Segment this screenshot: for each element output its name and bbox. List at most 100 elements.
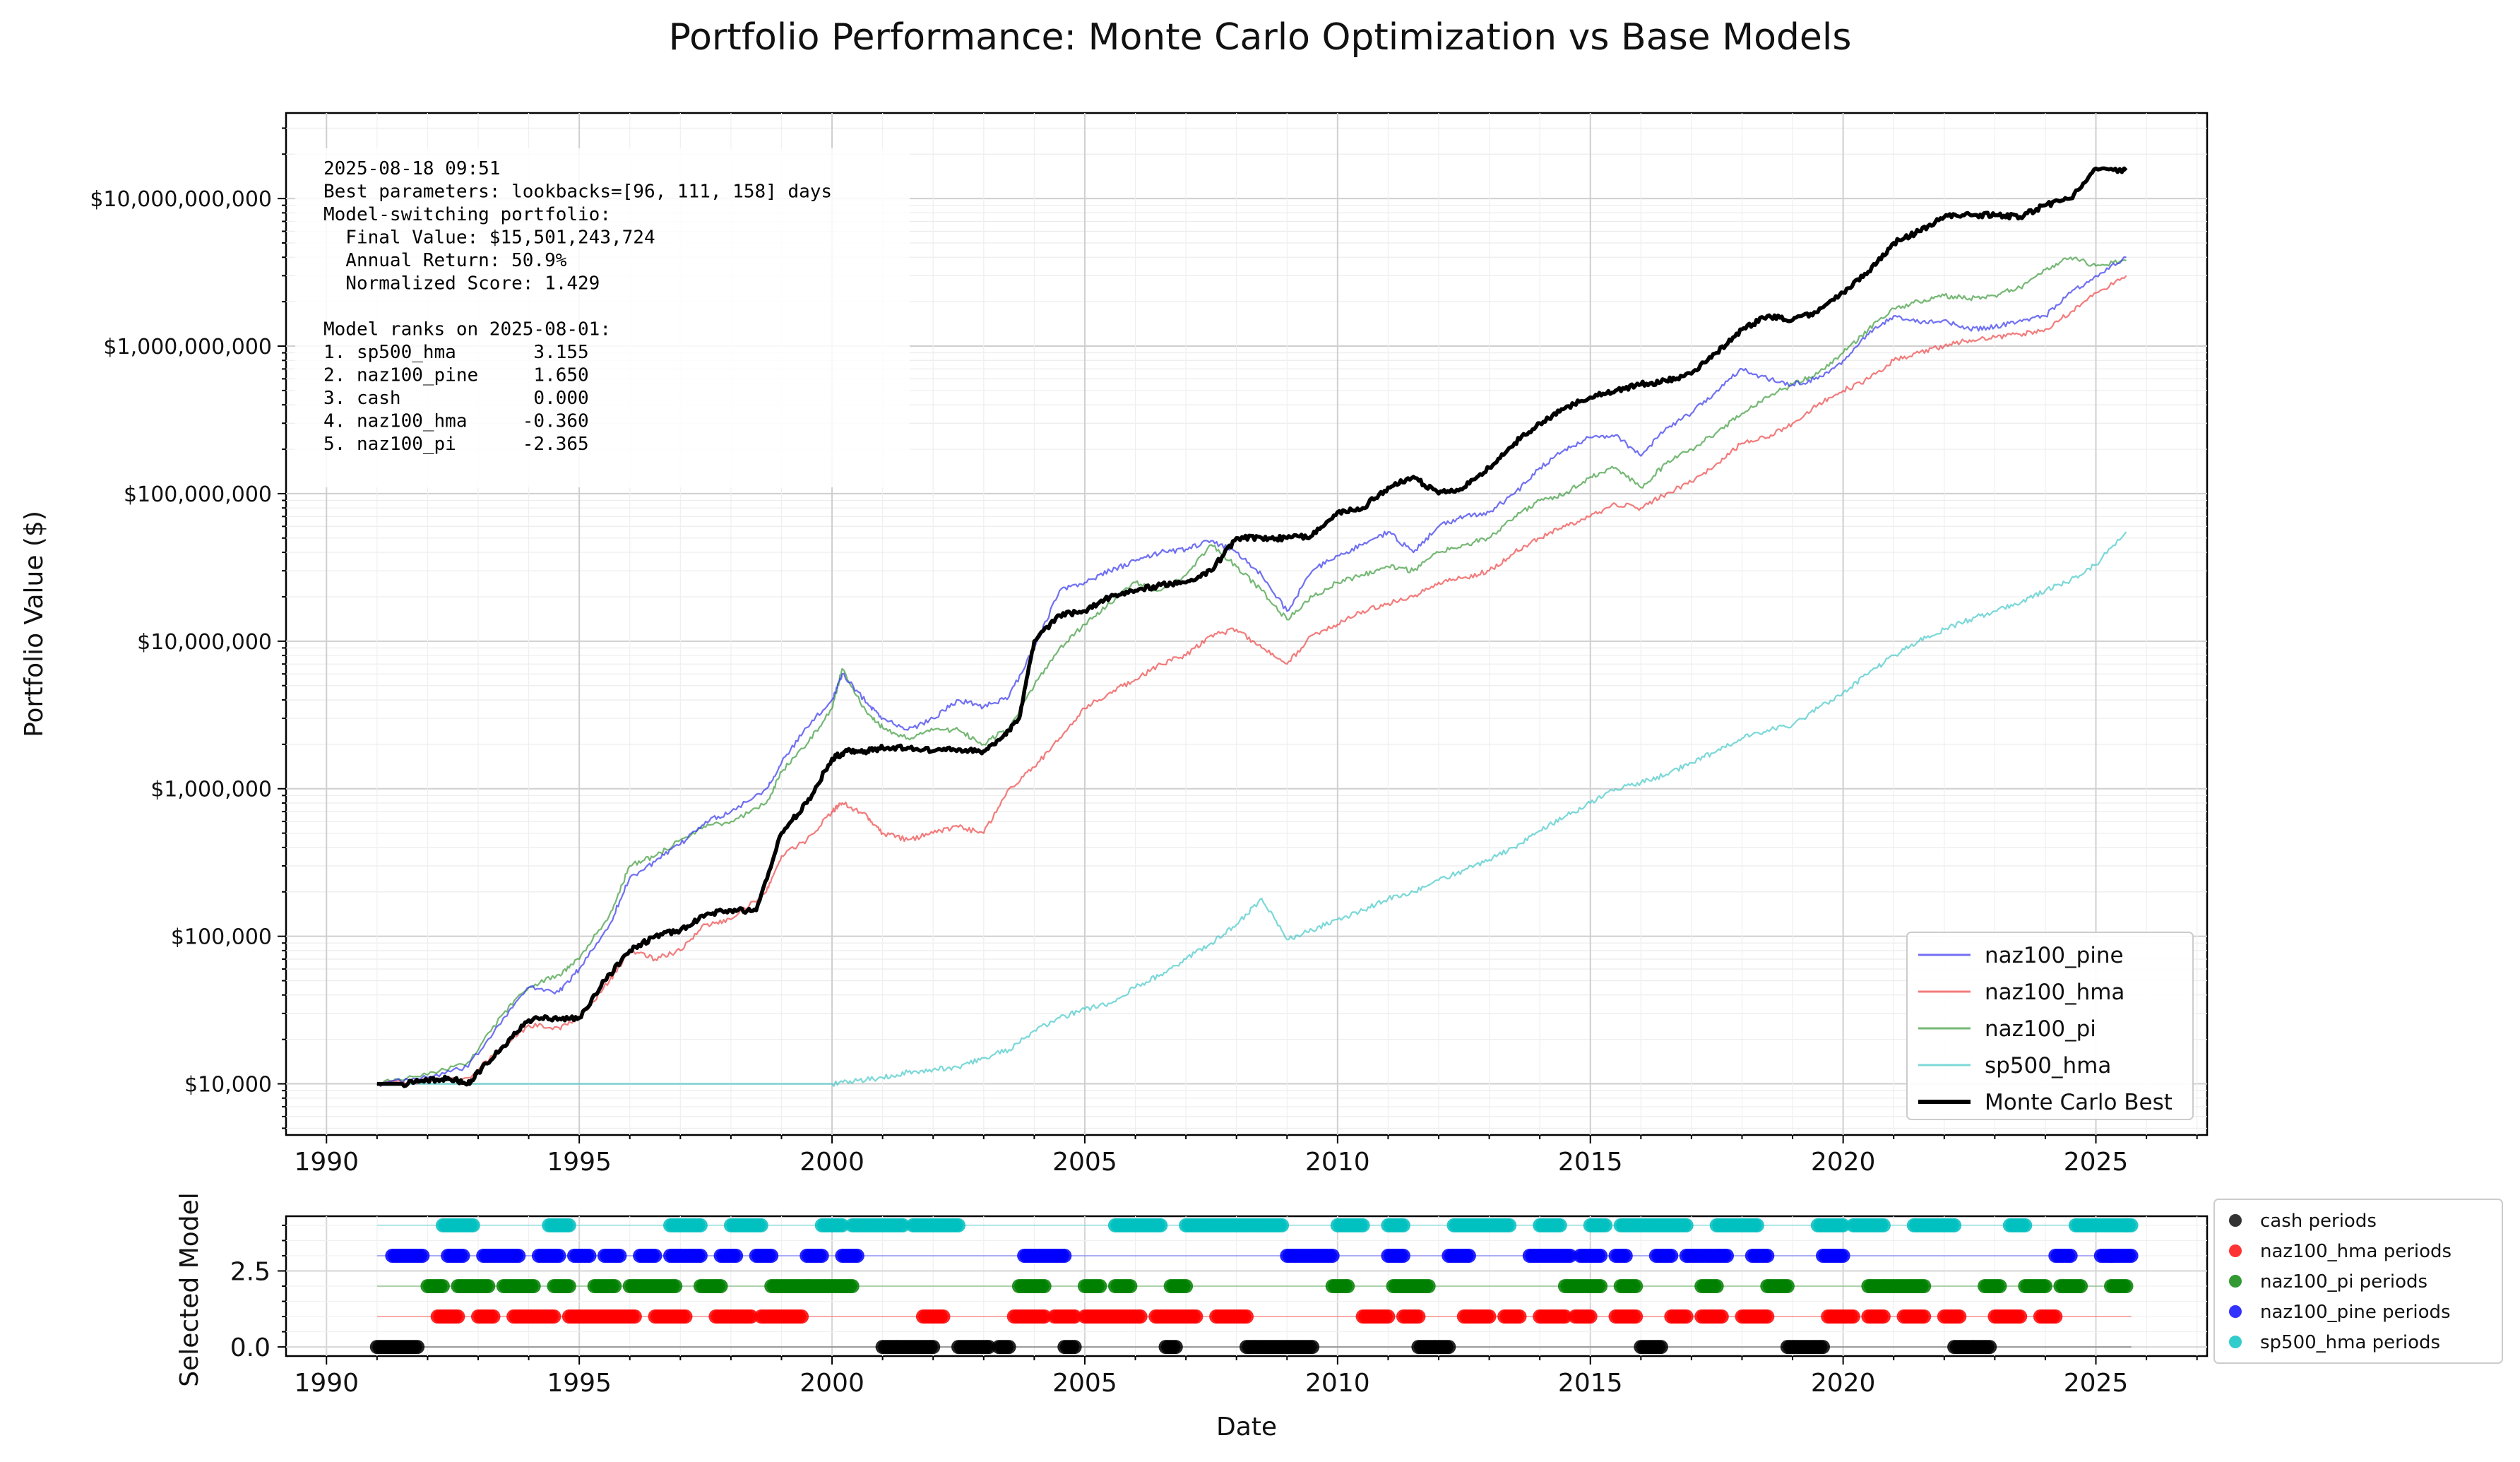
x-tick-label: 1990 (294, 1369, 359, 1398)
period-point (693, 1218, 708, 1232)
legend-label: naz100_hma (1985, 980, 2124, 1005)
period-point (1240, 1309, 1254, 1324)
period-point (1952, 1309, 1967, 1324)
period-point (627, 1309, 642, 1324)
bottom-x-axis-label: Date (1216, 1413, 1277, 1442)
legend-label: sp500_hma (1985, 1053, 2111, 1078)
legend-box (1906, 932, 2194, 1120)
period-point (1123, 1279, 1138, 1293)
bottom-axis-ticks: 0.0 2.5 1990 1995 2000 2005 2010 2015 2020 2025 (230, 1224, 2198, 1398)
period-point (1037, 1309, 1052, 1324)
series-line-naz100_pi (376, 256, 2127, 1087)
x-tick-label: 2015 (1558, 1369, 1623, 1398)
period-point (981, 1340, 996, 1355)
x-tick-label: 2015 (1558, 1148, 1623, 1177)
period-point (2038, 1279, 2052, 1293)
period-point (648, 1248, 662, 1263)
period-point (1037, 1279, 1052, 1293)
period-point (1780, 1279, 1795, 1293)
period-point (744, 1309, 759, 1324)
period-point (2018, 1218, 2033, 1232)
legend-label: sp500_hma periods (2260, 1332, 2440, 1353)
period-point (693, 1248, 708, 1263)
info-line: Best parameters: lookbacks=[96, 111, 158… (323, 182, 832, 203)
legend-label: naz100_pine periods (2260, 1302, 2451, 1323)
period-point (1629, 1309, 1644, 1324)
bottom-marks (369, 1218, 2139, 1355)
period-point (835, 1218, 850, 1232)
period-point (1189, 1309, 1203, 1324)
period-point (1593, 1279, 1608, 1293)
period-point (552, 1248, 566, 1263)
period-point (1917, 1309, 1932, 1324)
info-line: 1. sp500_hma 3.155 (323, 342, 589, 363)
period-point (1411, 1309, 1426, 1324)
period-point (1583, 1309, 1598, 1324)
period-point (1679, 1218, 1694, 1232)
x-tick-label: 2010 (1305, 1369, 1370, 1398)
main-plot: $10,000 $100,000 $1,000,000 $10,000,000 $100… (20, 112, 2209, 1177)
period-point (1179, 1279, 1194, 1293)
y-tick-label: $1,000,000 (150, 778, 272, 802)
period-point (547, 1309, 561, 1324)
period-point (2074, 1279, 2088, 1293)
x-tick-label: 1995 (547, 1369, 612, 1398)
period-point (1067, 1309, 1082, 1324)
info-line: Annual Return: 50.9% (323, 250, 567, 271)
period-point (845, 1279, 860, 1293)
period-point (1482, 1309, 1497, 1324)
period-point (2048, 1309, 2063, 1324)
period-point (754, 1218, 768, 1232)
y-tick-label: $100,000,000 (124, 482, 272, 507)
period-point (850, 1248, 864, 1263)
period-point (1720, 1248, 1734, 1263)
period-point (1629, 1279, 1644, 1293)
period-point (1396, 1218, 1410, 1232)
period-point (1714, 1309, 1729, 1324)
period-point (2124, 1218, 2139, 1232)
y-tick-label: 2.5 (230, 1257, 271, 1286)
period-point (607, 1279, 622, 1293)
period-point (435, 1279, 450, 1293)
legend-marker (2229, 1244, 2242, 1257)
period-point (1679, 1309, 1694, 1324)
period-point (1396, 1248, 1410, 1263)
legend-label: naz100_pi periods (2260, 1271, 2427, 1292)
period-point (1153, 1218, 1168, 1232)
main-axis-ticks: $10,000 $100,000 $1,000,000 $10,000,000 $100… (90, 127, 2198, 1177)
period-point (1557, 1309, 1572, 1324)
period-point (1836, 1248, 1850, 1263)
period-point (1618, 1248, 1633, 1263)
info-line: Model ranks on 2025-08-01: (323, 319, 611, 340)
x-tick-label: 2025 (2064, 1148, 2129, 1177)
period-point (951, 1218, 965, 1232)
period-point (486, 1309, 501, 1324)
info-line: 4. naz100_hma -0.360 (323, 411, 589, 432)
period-point (465, 1218, 480, 1232)
selected-model-plot: 0.0 2.5 1990 1995 2000 2005 2010 2015 2020 2025 S… (175, 1192, 2209, 1442)
period-point (1749, 1218, 1764, 1232)
legend-marker (2229, 1214, 2242, 1227)
period-point (1093, 1279, 1107, 1293)
x-tick-label: 2000 (800, 1369, 864, 1398)
x-tick-label: 2020 (1811, 1369, 1876, 1398)
period-point (2119, 1279, 2134, 1293)
period-point (2063, 1248, 2078, 1263)
period-point (678, 1309, 693, 1324)
period-point (1461, 1248, 1476, 1263)
x-tick-label: 2010 (1305, 1148, 1370, 1177)
figure-title: Portfolio Performance: Monte Carlo Optim… (669, 16, 1852, 59)
period-point (1421, 1279, 1436, 1293)
period-point (1275, 1218, 1290, 1232)
y-tick-label: $100,000 (171, 925, 272, 950)
bottom-legend: cash periods naz100_hma periods naz100_pi … (2213, 1199, 2503, 1364)
period-point (1002, 1340, 1016, 1355)
period-point (561, 1218, 576, 1232)
legend-marker (2229, 1305, 2242, 1318)
period-point (713, 1279, 728, 1293)
period-point (1502, 1218, 1517, 1232)
period-point (1355, 1218, 1370, 1232)
period-point (1512, 1309, 1527, 1324)
period-point (1653, 1340, 1668, 1355)
period-point (456, 1248, 470, 1263)
